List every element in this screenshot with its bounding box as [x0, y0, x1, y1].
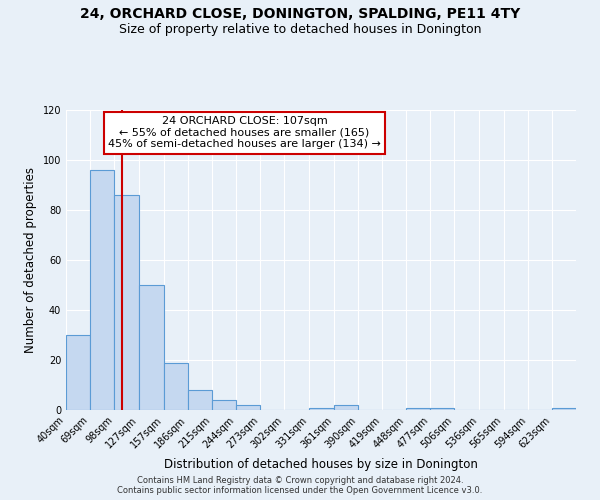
Bar: [430, 408, 454, 410]
Text: Contains HM Land Registry data © Crown copyright and database right 2024.
Contai: Contains HM Land Registry data © Crown c…: [118, 476, 482, 495]
Text: 24 ORCHARD CLOSE: 107sqm
← 55% of detached houses are smaller (165)
45% of semi-: 24 ORCHARD CLOSE: 107sqm ← 55% of detach…: [108, 116, 381, 149]
Bar: [308, 408, 334, 410]
Bar: [188, 390, 212, 410]
Bar: [212, 400, 236, 410]
Bar: [406, 408, 430, 410]
Text: Size of property relative to detached houses in Donington: Size of property relative to detached ho…: [119, 22, 481, 36]
Bar: [115, 195, 139, 410]
Text: 24, ORCHARD CLOSE, DONINGTON, SPALDING, PE11 4TY: 24, ORCHARD CLOSE, DONINGTON, SPALDING, …: [80, 8, 520, 22]
Bar: [163, 362, 188, 410]
Y-axis label: Number of detached properties: Number of detached properties: [24, 167, 37, 353]
Bar: [552, 408, 576, 410]
Bar: [66, 335, 90, 410]
Bar: [236, 405, 260, 410]
Bar: [90, 170, 115, 410]
X-axis label: Distribution of detached houses by size in Donington: Distribution of detached houses by size …: [164, 458, 478, 471]
Bar: [334, 405, 358, 410]
Bar: [139, 285, 163, 410]
